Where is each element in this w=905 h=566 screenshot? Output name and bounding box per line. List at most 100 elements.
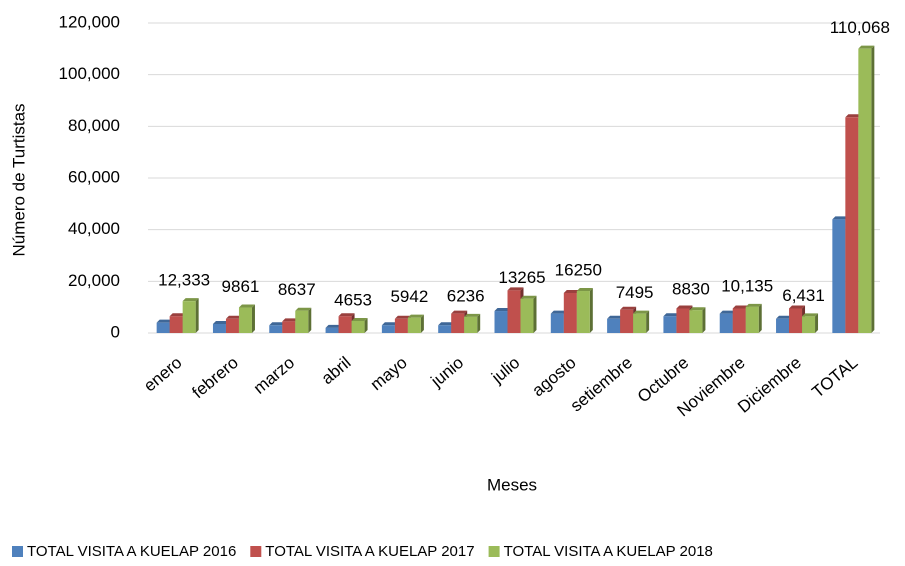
data-label: 12,333	[158, 271, 210, 290]
bar-top	[845, 114, 862, 118]
bar-top	[732, 305, 749, 309]
bar-top	[676, 305, 693, 309]
bar	[576, 291, 590, 333]
bar	[269, 325, 283, 333]
bar	[776, 318, 790, 333]
bar	[663, 316, 677, 333]
data-label: 13265	[498, 268, 545, 287]
bar-side	[477, 313, 481, 333]
x-tick-label: abril	[318, 353, 355, 388]
bar	[282, 321, 296, 333]
bar-top	[438, 322, 455, 326]
bar-top	[520, 295, 537, 299]
bar	[351, 320, 365, 333]
bar	[225, 318, 239, 333]
bar-top	[633, 310, 650, 314]
bar	[451, 313, 465, 333]
bar	[238, 307, 252, 333]
bar	[338, 316, 352, 333]
bar	[507, 290, 521, 333]
bar	[438, 325, 452, 333]
data-label: 8637	[278, 280, 316, 299]
bar	[169, 316, 183, 333]
bar-top	[802, 313, 819, 317]
y-tick-label: 20,000	[68, 271, 120, 290]
y-tick-label: 120,000	[59, 12, 120, 31]
data-label: 8830	[672, 280, 710, 299]
bar	[802, 316, 816, 333]
bar	[732, 308, 746, 333]
bar-top	[563, 289, 580, 293]
bar-top	[663, 313, 680, 317]
bar-side	[871, 45, 875, 334]
bar-side	[533, 295, 537, 333]
bar	[789, 308, 803, 333]
x-tick-label: julio	[487, 353, 523, 388]
legend-label: TOTAL VISITA A KUELAP 2017	[265, 543, 474, 560]
bar-top	[325, 324, 342, 328]
bar-top	[576, 288, 593, 292]
bar-side	[646, 310, 650, 333]
legend-swatch	[12, 546, 23, 557]
bar-top	[494, 308, 511, 312]
bar	[858, 48, 872, 334]
x-tick-label: enero	[140, 353, 186, 396]
bar-top	[789, 305, 806, 309]
bar	[182, 301, 196, 333]
bar	[620, 309, 634, 333]
data-label: 10,135	[721, 276, 773, 295]
data-label: 6236	[447, 286, 485, 305]
x-tick-label: TOTAL	[808, 353, 861, 402]
bar	[494, 311, 508, 333]
bar-top	[507, 287, 524, 291]
y-tick-label: 80,000	[68, 116, 120, 135]
data-label: 6,431	[782, 286, 825, 305]
bar-top	[282, 318, 299, 322]
x-tick-label: febrero	[188, 353, 241, 402]
bar	[563, 292, 577, 333]
bar-top	[407, 314, 424, 318]
bar	[689, 310, 703, 333]
bar-side	[195, 298, 199, 333]
bar-top	[381, 322, 398, 326]
bar	[156, 322, 170, 333]
bar-top	[451, 310, 468, 314]
x-tick-label: setiembre	[567, 353, 636, 416]
legend-swatch	[250, 546, 262, 557]
bar	[464, 316, 478, 333]
bar-side	[251, 304, 255, 333]
data-label: 4653	[334, 290, 372, 309]
bar-top	[269, 322, 286, 326]
bar-top	[351, 317, 368, 321]
bar-side	[589, 288, 593, 333]
bar-top	[689, 307, 706, 311]
bar	[407, 317, 421, 333]
bar-top	[607, 315, 624, 319]
bar-top	[338, 313, 355, 317]
bar	[381, 325, 395, 333]
x-tick-label: marzo	[250, 353, 298, 398]
bar	[212, 323, 226, 333]
x-axis-title: Meses	[487, 475, 537, 494]
bar-top	[238, 304, 255, 308]
bar	[295, 310, 309, 333]
bar-top	[745, 303, 762, 307]
bar-top	[719, 310, 736, 314]
data-label: 110,068	[830, 18, 890, 37]
legend-label: TOTAL VISITA A KUELAP 2018	[504, 543, 713, 560]
bar	[394, 318, 408, 333]
x-tick-label: mayo	[367, 353, 411, 394]
bar	[633, 313, 647, 333]
y-axis-title: Número de Turtistas	[9, 103, 28, 256]
bar-top	[832, 216, 849, 220]
x-tick-label: junio	[427, 353, 467, 391]
bar	[832, 219, 846, 333]
bar	[520, 298, 534, 333]
bar-top	[212, 320, 229, 324]
data-label: 16250	[555, 261, 602, 280]
bar-top	[858, 45, 875, 49]
bar-side	[364, 317, 368, 333]
data-label: 5942	[390, 287, 428, 306]
bar-side	[702, 307, 706, 333]
